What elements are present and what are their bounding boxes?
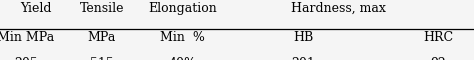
Text: MPa: MPa xyxy=(88,31,116,44)
Text: 205: 205 xyxy=(14,57,38,60)
Text: Min MPa: Min MPa xyxy=(0,31,55,44)
Text: 201: 201 xyxy=(292,57,315,60)
Text: 40%: 40% xyxy=(168,57,197,60)
Text: Elongation: Elongation xyxy=(148,2,217,15)
Text: Hardness, max: Hardness, max xyxy=(292,2,386,15)
Text: 92: 92 xyxy=(430,57,447,60)
Text: Min  %: Min % xyxy=(160,31,205,44)
Text: Tensile: Tensile xyxy=(80,2,124,15)
Text: 515: 515 xyxy=(90,57,114,60)
Text: Yield: Yield xyxy=(20,2,51,15)
Text: HB: HB xyxy=(293,31,313,44)
Text: HRC: HRC xyxy=(423,31,454,44)
